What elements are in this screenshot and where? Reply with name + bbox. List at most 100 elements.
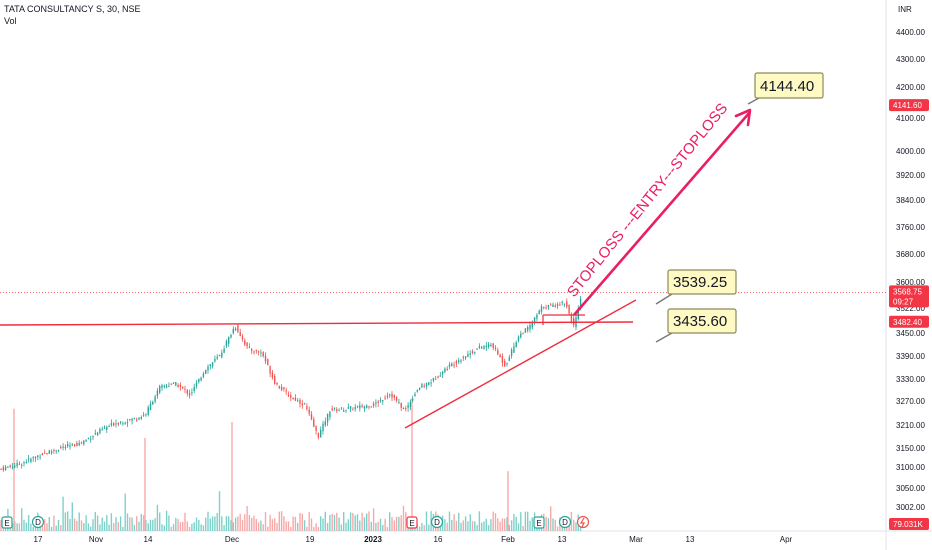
callout-pointer	[747, 97, 760, 105]
volume-bar	[106, 515, 108, 531]
time-axis[interactable]: 17 Nov 14 Dec 19 2023 16 Feb 13 Mar 13 Apr	[34, 535, 793, 544]
candle-body	[119, 421, 122, 423]
candle-body	[37, 455, 39, 458]
candle-body	[99, 428, 101, 434]
target-arrow-line[interactable]	[573, 111, 751, 316]
candle-body	[366, 405, 368, 408]
callout-3539-25[interactable]: 3539.25	[655, 269, 737, 305]
candle-body	[184, 388, 186, 390]
price-tick-label: 3150.00	[896, 444, 925, 453]
volume-tag[interactable]: 79.031K	[889, 518, 929, 530]
price-tick-label: 3522.00	[896, 304, 925, 313]
volume-bar	[375, 523, 377, 531]
dividend-icon[interactable]: D	[558, 515, 572, 529]
callout-pointer	[655, 332, 673, 343]
candle-body	[214, 358, 216, 362]
earnings-icon-frame	[406, 516, 418, 529]
volume-bar	[444, 519, 446, 531]
candle-body	[232, 328, 234, 334]
volume-bar	[154, 518, 156, 531]
volume-bar	[487, 525, 490, 531]
volume-bar	[382, 524, 384, 531]
candle-body	[460, 360, 462, 362]
candle-body	[55, 450, 57, 452]
candle-body	[48, 450, 50, 454]
candle-body	[370, 406, 372, 408]
candle-body	[198, 378, 200, 382]
last-price-value: 3568.75	[893, 287, 922, 296]
callout-3435-60[interactable]: 3435.60	[655, 308, 737, 343]
candle-body	[524, 328, 527, 333]
candle-body	[14, 465, 16, 468]
dividend-icon-glyph: D	[35, 518, 41, 527]
volume-bar	[313, 526, 315, 531]
earnings-icon-glyph: E	[536, 519, 541, 528]
volume-bar	[73, 518, 76, 531]
candle-body	[382, 400, 384, 402]
candle-body	[310, 414, 313, 420]
volume-bar	[563, 526, 566, 531]
candle-body	[379, 399, 382, 402]
volume-spike	[507, 471, 509, 531]
candle-body	[448, 364, 451, 367]
volume-bar	[48, 517, 50, 531]
target-arrow-head[interactable]	[734, 108, 752, 127]
volume-indicator-label[interactable]: Vol	[4, 16, 17, 26]
volume-bar	[262, 524, 264, 531]
candle-body	[218, 354, 221, 357]
volume-bar	[356, 514, 359, 531]
trend-line[interactable]	[404, 299, 637, 429]
price-axis[interactable]: INR 3002.00 3050.00 3100.00 3150.00 3210.00 32…	[889, 5, 929, 530]
price-tick-label: 4300.00	[896, 55, 925, 64]
volume-bar	[57, 519, 60, 531]
price-tag-3482-40[interactable]: 3482.40	[889, 315, 929, 328]
volume-bar	[69, 518, 71, 531]
candle-body	[90, 438, 92, 440]
candle-body	[395, 396, 398, 401]
candle-body	[455, 361, 458, 364]
earnings-icon[interactable]: E	[533, 516, 545, 529]
candle-body	[195, 382, 198, 387]
candle-body	[446, 368, 448, 370]
volume-bar	[359, 520, 361, 531]
candle-body	[561, 301, 563, 303]
volume-bar	[145, 520, 147, 531]
candle-body	[126, 422, 129, 424]
candle-body	[136, 419, 138, 421]
callout-4144-40[interactable]: 4144.40	[747, 72, 824, 105]
candle-body	[207, 366, 209, 371]
resistance-line[interactable]	[0, 321, 634, 326]
earnings-icon[interactable]: E	[406, 516, 418, 529]
volume-bar	[255, 518, 257, 531]
candle-body	[278, 386, 280, 389]
volume-bar	[552, 518, 554, 531]
price-tick-label: 3100.00	[896, 463, 925, 472]
candle-body	[280, 386, 283, 391]
volume-bar	[366, 513, 368, 531]
candle-body	[299, 399, 301, 404]
candle-body	[287, 394, 290, 397]
candle-body	[423, 385, 425, 387]
candle-body	[211, 362, 214, 367]
candle-body	[170, 383, 172, 385]
candle-body	[262, 352, 264, 357]
dividend-icon[interactable]: D	[430, 515, 444, 529]
volume-bar	[448, 511, 451, 531]
earnings-icon[interactable]: E	[1, 516, 13, 529]
candle-body	[21, 464, 23, 466]
event-split-icon[interactable]	[576, 515, 590, 529]
volume-bar	[67, 511, 69, 531]
candle-body	[478, 346, 481, 349]
candle-body	[501, 356, 504, 363]
volume-bar	[237, 516, 239, 531]
dividend-icon[interactable]: D	[31, 515, 45, 529]
candle-body	[200, 377, 202, 381]
candle-body	[9, 465, 11, 467]
price-tag-4141-60[interactable]: 4141.60	[889, 99, 929, 112]
candle-body	[94, 433, 96, 435]
candle-body	[568, 305, 570, 314]
volume-bar	[425, 511, 428, 531]
